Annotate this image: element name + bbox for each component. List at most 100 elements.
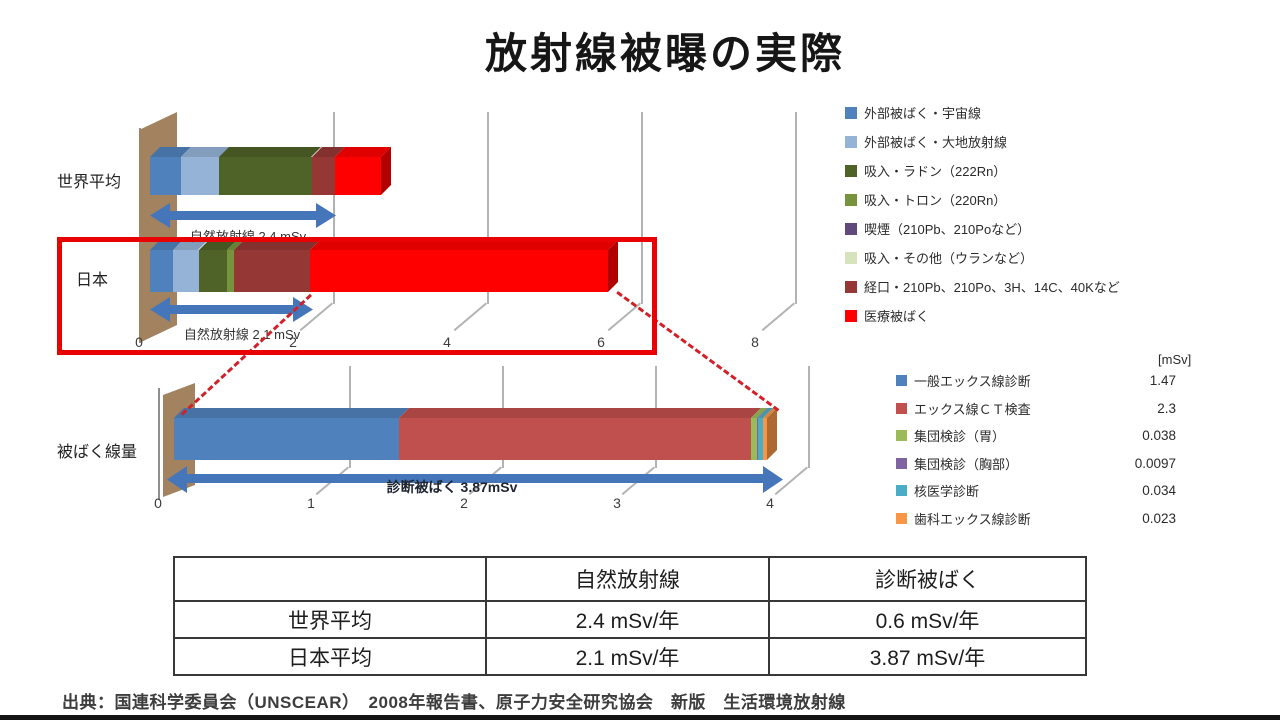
bottom-chart-bar-segment: [174, 418, 399, 460]
diagnostic-exposure-label: 診断被ばく 3.87mSv: [386, 479, 518, 495]
top-legend-item: 医療被ばく: [845, 306, 929, 325]
legend-swatch-icon: [896, 457, 907, 469]
legend-swatch-icon: [896, 402, 907, 414]
table-row-world: 世界平均 2.4 mSv/年 0.6 mSv/年: [173, 600, 1087, 639]
table-cell: 0.6 mSv/年: [768, 600, 1087, 639]
x-axis-tick-label: 1: [307, 495, 315, 511]
legend-item-label: エックス線ＣＴ検査: [914, 401, 1031, 417]
top-chart-bar-1-segment: [310, 250, 609, 292]
top-chart-bar-1-segment: [173, 250, 199, 292]
top-chart-bar-1-segment: [233, 250, 311, 292]
top-chart-bar-0-segment: [150, 157, 181, 195]
top-chart-bar-0-segment: [180, 157, 220, 195]
top-legend-item: 吸入・トロン（220Rn）: [845, 190, 1006, 209]
legend-swatch-icon: [845, 164, 857, 177]
table-cell: 3.87 mSv/年: [768, 637, 1087, 676]
legend-item-value: 2.3: [1157, 400, 1176, 416]
bottom-chart-bar-segment: [763, 418, 767, 460]
bottom-legend-item: 一般エックス線診断 1.47: [896, 371, 1176, 390]
legend-swatch-icon: [845, 222, 857, 235]
legend-item-label: 喫煙（210Pb、210Poなど）: [864, 222, 1031, 237]
bottom-chart-bar-segment: [750, 418, 757, 460]
bottom-legend-item: 核医学診断 0.034: [896, 481, 1176, 500]
x-axis-tick-label: 4: [766, 495, 774, 511]
x-axis-tick-label: 0: [135, 334, 143, 350]
x-axis-tick-label: 3: [613, 495, 621, 511]
legend-item-label: 核医学診断: [914, 484, 980, 499]
top-chart-bar-0-segment-top: [219, 147, 322, 157]
natural-radiation-label-japan: 自然放射線 2.1 mSv: [183, 327, 301, 342]
gridline-floor: [761, 302, 795, 332]
table-cell: 2.1 mSv/年: [485, 637, 770, 676]
bottom-chart-bar-segment: [758, 418, 764, 460]
bottom-legend-item: エックス線ＣＴ検査 2.3: [896, 399, 1176, 418]
top-legend-item: 外部被ばく・宇宙線: [845, 103, 981, 122]
top-legend-item: 吸入・ラドン（222Rn）: [845, 161, 1006, 180]
top-chart-bar-1-segment: [198, 250, 227, 292]
page-title: 放射線被曝の実際: [484, 30, 845, 77]
legend-item-label: 一般エックス線診断: [914, 374, 1031, 389]
legend-item-label: 吸入・その他（ウランなど）: [864, 251, 1034, 266]
gridline: [808, 366, 810, 468]
legend-item-label: 経口・210Pb、210Po、3H、14C、40Kなど: [864, 280, 1120, 295]
bottom-legend-item: 歯科エックス線診断 0.023: [896, 509, 1176, 528]
table-header-empty: [173, 556, 487, 602]
legend-item-label: 集団検診（胸部）: [914, 456, 1019, 472]
top-chart-bar-0-segment: [334, 157, 381, 195]
bottom-chart-bar-segment-top: [174, 408, 409, 418]
table-header-natural: 自然放射線: [485, 556, 770, 602]
bottom-chart-bar-end-cap: [766, 408, 777, 460]
x-axis-tick-label: 0: [154, 495, 162, 511]
x-axis-tick-label: 8: [751, 334, 759, 350]
bottom-chart-bar-segment: [756, 418, 759, 460]
gridline: [333, 112, 335, 304]
x-axis-tick-label: 2: [460, 495, 468, 511]
gridline: [795, 112, 797, 304]
category-label-japan: 日本: [76, 272, 109, 289]
legend-item-value: 0.0097: [1134, 455, 1176, 471]
table-cell: 日本平均: [173, 637, 487, 676]
legend-swatch-icon: [845, 135, 857, 148]
source-note: 出典：国連科学委員会（UNSCEAR） 2008年報告書、原子力安全研究協会 新…: [62, 693, 846, 712]
legend-item-value: 1.47: [1149, 373, 1176, 388]
top-legend-item: 経口・210Pb、210Po、3H、14C、40Kなど: [845, 277, 1120, 296]
legend-item-value: 0.023: [1142, 510, 1176, 526]
top-chart-bar-0-segment: [219, 157, 312, 195]
legend-swatch-icon: [845, 193, 857, 206]
top-legend-item: 吸入・その他（ウランなど）: [845, 248, 1033, 267]
legend-swatch-icon: [896, 485, 907, 496]
table-header-diagnostic: 診断被ばく: [768, 556, 1087, 602]
table-row-japan: 日本平均 2.1 mSv/年 3.87 mSv/年: [173, 637, 1087, 676]
legend-item-label: 外部被ばく・宇宙線: [864, 106, 982, 121]
summary-table: 自然放射線 診断被ばく 世界平均 2.4 mSv/年 0.6 mSv/年 日本平…: [173, 556, 1087, 676]
japan-row-highlight-box: [57, 237, 657, 355]
legend-swatch-icon: [845, 251, 857, 264]
top-legend-item: 外部被ばく・大地放射線: [845, 132, 1007, 151]
top-legend-item: 喫煙（210Pb、210Poなど）: [845, 219, 1030, 238]
table-cell: 世界平均: [173, 600, 487, 639]
legend-swatch-icon: [845, 309, 857, 322]
gridline: [487, 112, 489, 304]
legend-swatch-icon: [845, 106, 857, 119]
legend-unit-header: [mSv]: [1158, 352, 1192, 367]
legend-item-value: 0.034: [1142, 483, 1176, 498]
legend-item-label: 集団検診（胃）: [914, 429, 1006, 444]
gridline: [641, 112, 643, 304]
legend-swatch-icon: [845, 280, 857, 293]
legend-item-label: 歯科エックス線診断: [914, 511, 1031, 527]
x-axis-tick-label: 4: [443, 334, 451, 350]
legend-item-label: 外部被ばく・大地放射線: [864, 135, 1008, 150]
x-axis-tick-label: 2: [289, 334, 297, 350]
legend-item-label: 吸入・ラドン（222Rn）: [864, 164, 1007, 179]
top-chart-bar-0-segment: [311, 157, 335, 195]
bottom-chart-y-axis: [158, 388, 160, 500]
table-header-row: 自然放射線 診断被ばく: [173, 556, 1087, 602]
bottom-legend-item: 集団検診（胸部） 0.0097: [896, 454, 1176, 473]
bottom-chart-bar-segment-top: [398, 408, 761, 418]
slide-bottom-edge: [0, 715, 1280, 720]
category-label-world: 世界平均: [57, 174, 122, 191]
top-chart-bar-1-segment: [150, 250, 174, 292]
x-axis-tick-label: 6: [597, 334, 605, 350]
